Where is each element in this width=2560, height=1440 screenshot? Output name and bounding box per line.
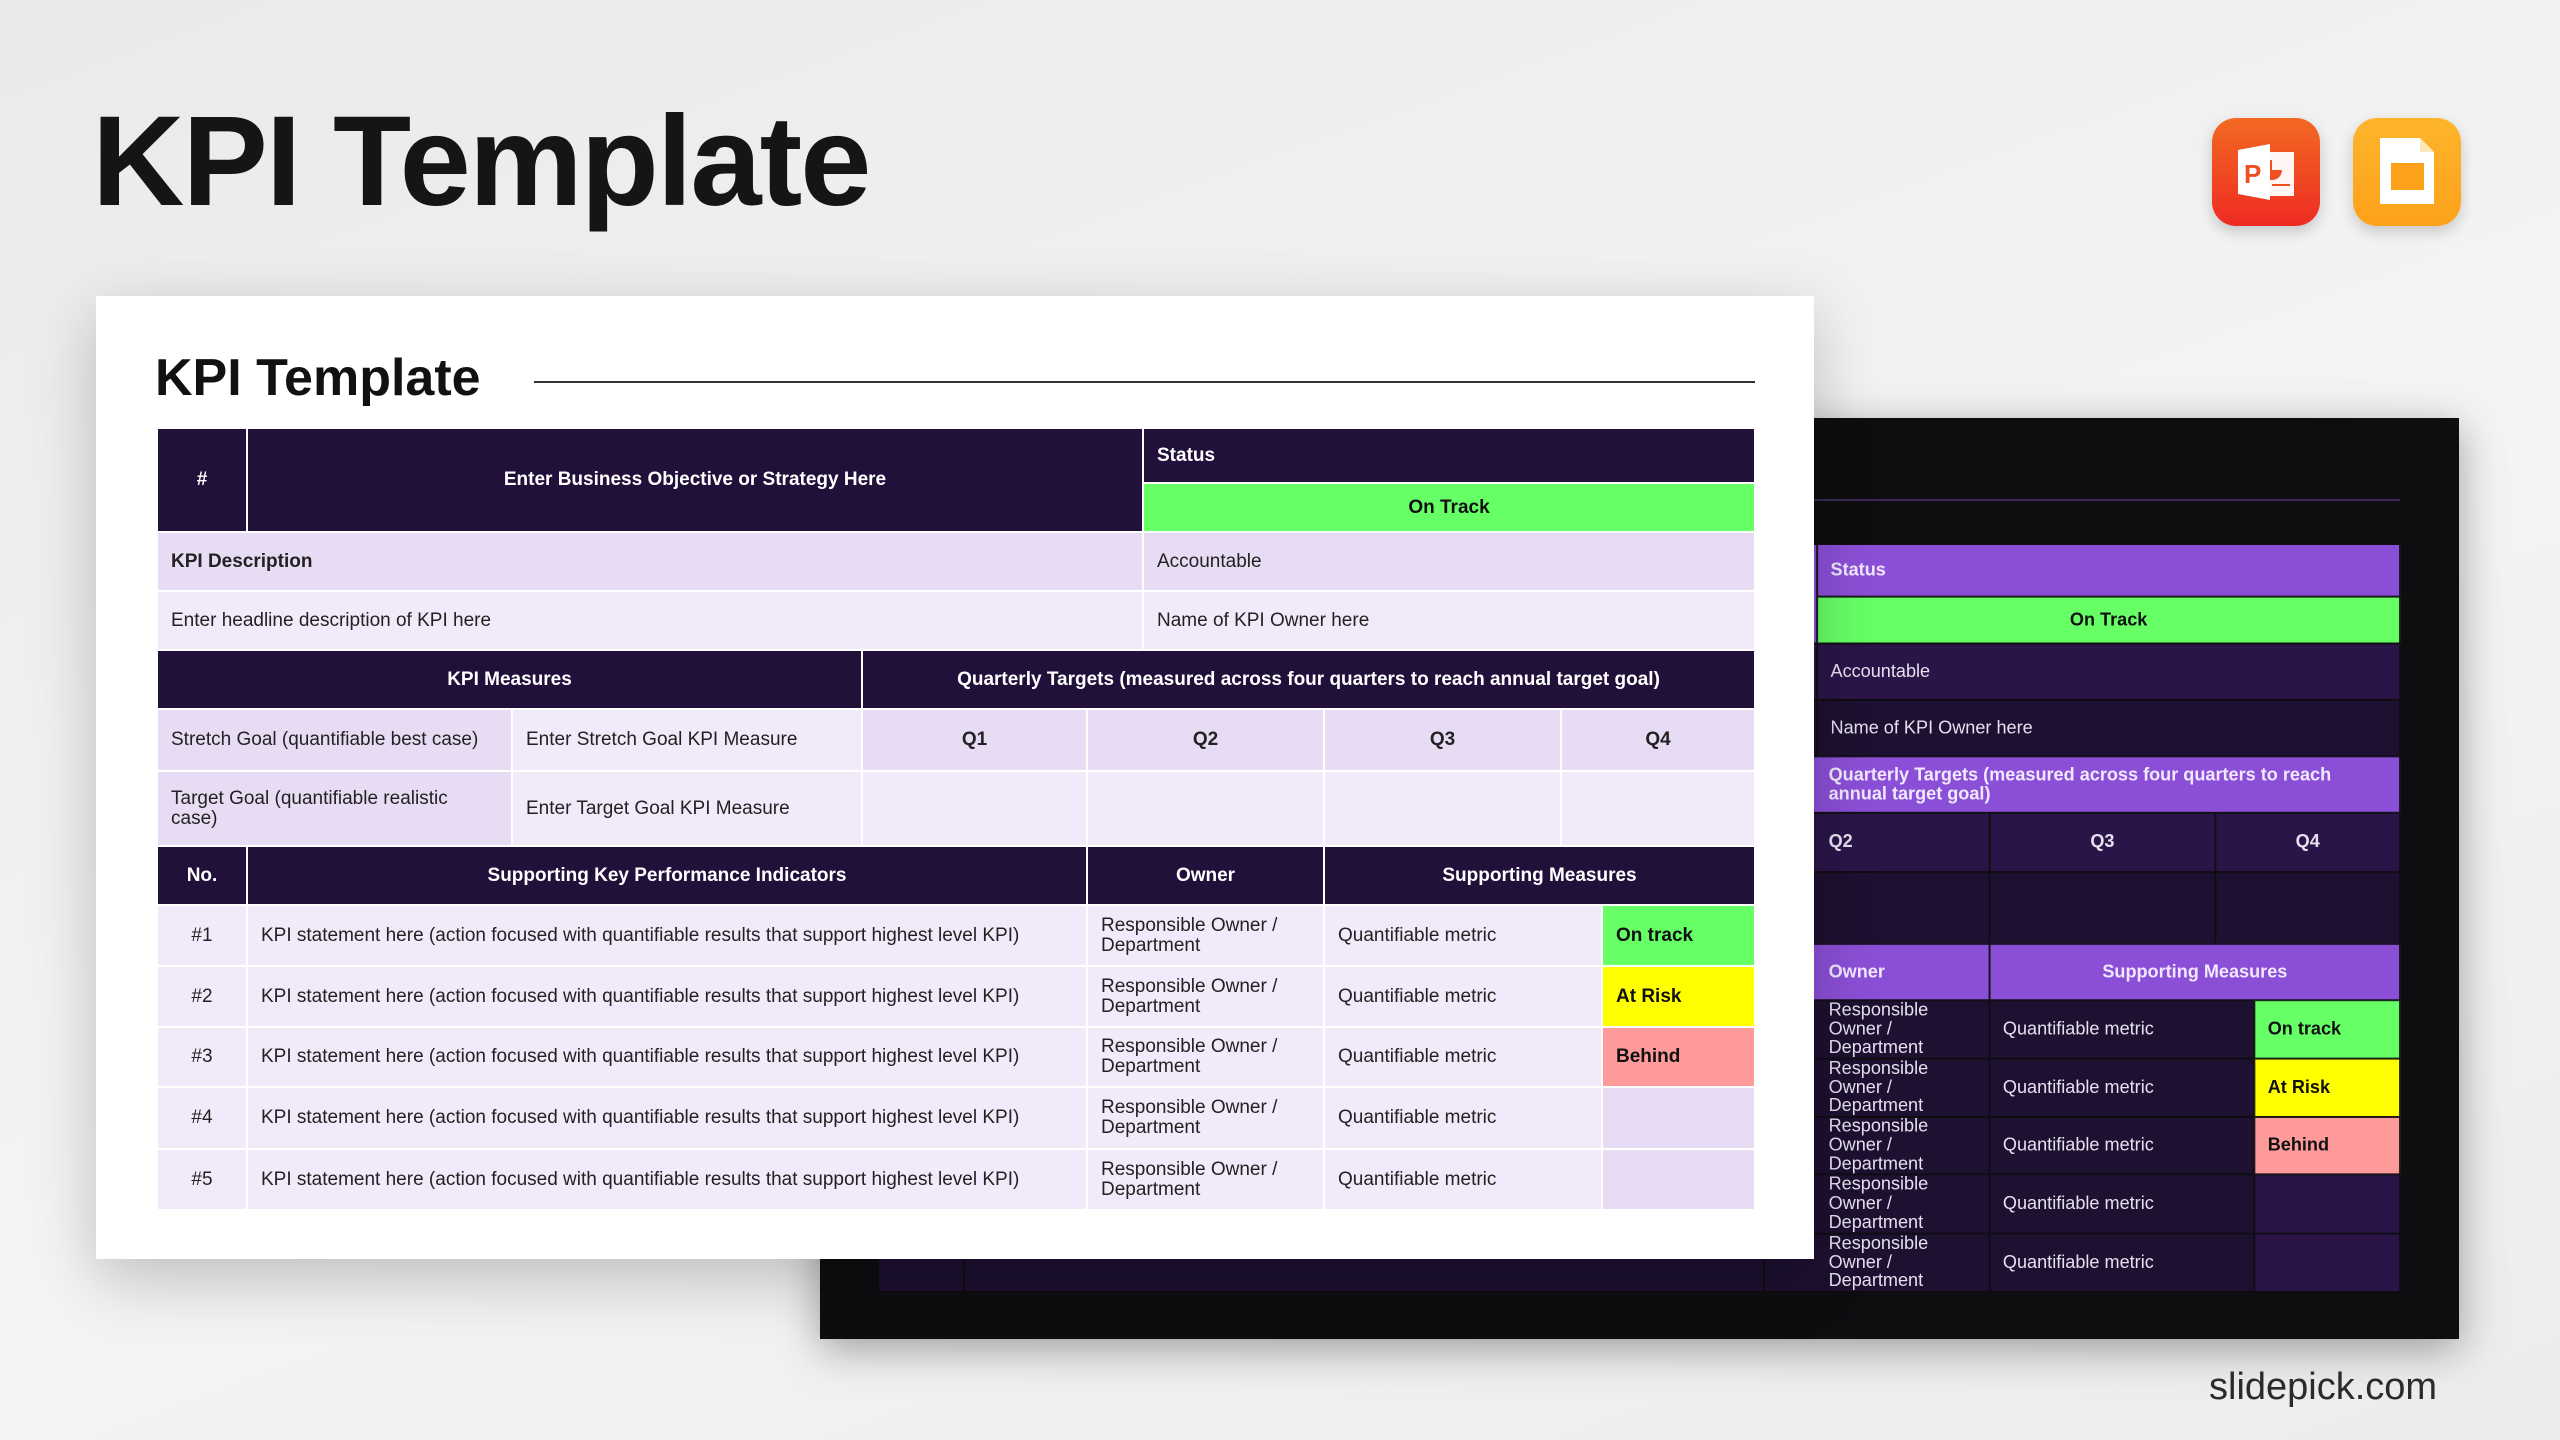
powerpoint-icon[interactable]: P (2212, 118, 2320, 226)
quarter-target-cell-q1[interactable] (862, 771, 1087, 846)
supporting-measures-header: Supporting Measures (1989, 943, 2401, 1001)
row-status-badge[interactable]: At Risk (2254, 1058, 2401, 1117)
kpi-owner-field[interactable]: Name of KPI Owner here (1143, 591, 1755, 650)
google-slides-icon[interactable] (2353, 118, 2461, 226)
kpi-headline-field[interactable]: Enter headline description of KPI here (157, 591, 1143, 650)
row-owner[interactable]: Responsible Owner / Department (1087, 966, 1324, 1027)
kpi-measures-header: KPI Measures (157, 650, 862, 709)
page-title: KPI Template (92, 90, 871, 233)
row-metric[interactable]: Quantifiable metric (1989, 1000, 2255, 1059)
row-status-badge[interactable]: Behind (2254, 1116, 2401, 1175)
row-owner[interactable]: Responsible Owner / Department (1087, 1027, 1324, 1087)
supporting-measures-header: Supporting Measures (1324, 846, 1755, 905)
quarter-header-q1[interactable]: Q1 (862, 709, 1087, 771)
stretch-goal-measure[interactable]: Enter Stretch Goal KPI Measure (512, 709, 862, 771)
row-status-badge[interactable]: At Risk (1602, 966, 1755, 1027)
row-number[interactable]: #5 (157, 1149, 247, 1210)
kpi-statement[interactable]: KPI statement here (action focused with … (247, 1149, 1087, 1210)
light-slide-preview: KPI Template # Enter Business Objective o… (96, 296, 1814, 1259)
quarter-target-cell-q4[interactable] (2215, 872, 2401, 944)
row-status-badge[interactable] (2254, 1233, 2401, 1292)
row-metric[interactable]: Quantifiable metric (1324, 966, 1602, 1027)
quarter-header-q3[interactable]: Q3 (1324, 709, 1561, 771)
accountable-label[interactable]: Accountable (1143, 532, 1755, 591)
quarter-header-q2[interactable]: Q2 (1087, 709, 1324, 771)
svg-text:P: P (2244, 159, 2261, 189)
kpi-statement[interactable]: KPI statement here (action focused with … (247, 966, 1087, 1027)
quarter-header-q4[interactable]: Q4 (2215, 812, 2401, 873)
kpi-table: # Enter Business Objective or Strategy He… (157, 428, 1755, 1210)
kpi-owner-field[interactable]: Name of KPI Owner here (1817, 699, 2401, 757)
row-number[interactable]: #4 (157, 1087, 247, 1149)
title-divider (534, 381, 1755, 383)
kpi-statement[interactable]: KPI statement here (action focused with … (247, 905, 1087, 966)
row-status-badge[interactable]: On track (1602, 905, 1755, 966)
quarter-target-cell-q3[interactable] (1989, 872, 2216, 944)
indicator-header: Supporting Key Performance Indicators (247, 846, 1087, 905)
quarter-header-q3[interactable]: Q3 (1989, 812, 2216, 873)
kpi-statement[interactable]: KPI statement here (action focused with … (247, 1087, 1087, 1149)
quarter-target-cell-q4[interactable] (1561, 771, 1755, 846)
kpi-description-label[interactable]: KPI Description (157, 532, 1143, 591)
owner-header: Owner (1087, 846, 1324, 905)
kpi-statement[interactable]: KPI statement here (action focused with … (247, 1027, 1087, 1087)
row-owner[interactable]: Responsible Owner / Department (1087, 905, 1324, 966)
row-metric[interactable]: Quantifiable metric (1324, 1027, 1602, 1087)
row-number[interactable]: #1 (157, 905, 247, 966)
quarter-header-q4[interactable]: Q4 (1561, 709, 1755, 771)
quarter-target-cell-q2[interactable] (1087, 771, 1324, 846)
objective-header: Enter Business Objective or Strategy Her… (247, 428, 1143, 532)
row-status-badge[interactable] (1602, 1149, 1755, 1210)
accountable-label[interactable]: Accountable (1817, 643, 2401, 700)
brand-watermark: slidepick.com (2209, 1366, 2438, 1408)
row-metric[interactable]: Quantifiable metric (1989, 1116, 2255, 1175)
row-owner[interactable]: Responsible Owner / Department (1087, 1149, 1324, 1210)
slide-title: KPI Template (155, 349, 481, 407)
target-goal-label[interactable]: Target Goal (quantifiable realistic case… (157, 771, 512, 846)
no-header: No. (157, 846, 247, 905)
row-metric[interactable]: Quantifiable metric (1324, 1087, 1602, 1149)
quarter-target-cell-q3[interactable] (1324, 771, 1561, 846)
row-metric[interactable]: Quantifiable metric (1989, 1058, 2255, 1117)
row-number[interactable]: #2 (157, 966, 247, 1027)
row-metric[interactable]: Quantifiable metric (1324, 1149, 1602, 1210)
status-header: Status (1817, 544, 2401, 597)
hash-header: # (157, 428, 247, 532)
row-number[interactable]: #3 (157, 1027, 247, 1087)
row-metric[interactable]: Quantifiable metric (1989, 1174, 2255, 1234)
target-goal-measure[interactable]: Enter Target Goal KPI Measure (512, 771, 862, 846)
status-badge[interactable]: On Track (1143, 483, 1755, 532)
row-status-badge[interactable] (1602, 1087, 1755, 1149)
quarterly-targets-header: Quarterly Targets (measured across four … (862, 650, 1755, 709)
stretch-goal-label[interactable]: Stretch Goal (quantifiable best case) (157, 709, 512, 771)
row-status-badge[interactable]: On track (2254, 1000, 2401, 1059)
row-owner[interactable]: Responsible Owner / Department (1087, 1087, 1324, 1149)
row-status-badge[interactable]: Behind (1602, 1027, 1755, 1087)
status-header: Status (1143, 428, 1755, 483)
row-metric[interactable]: Quantifiable metric (1324, 905, 1602, 966)
row-status-badge[interactable] (2254, 1174, 2401, 1234)
status-badge[interactable]: On Track (1817, 596, 2401, 644)
row-metric[interactable]: Quantifiable metric (1989, 1233, 2255, 1292)
